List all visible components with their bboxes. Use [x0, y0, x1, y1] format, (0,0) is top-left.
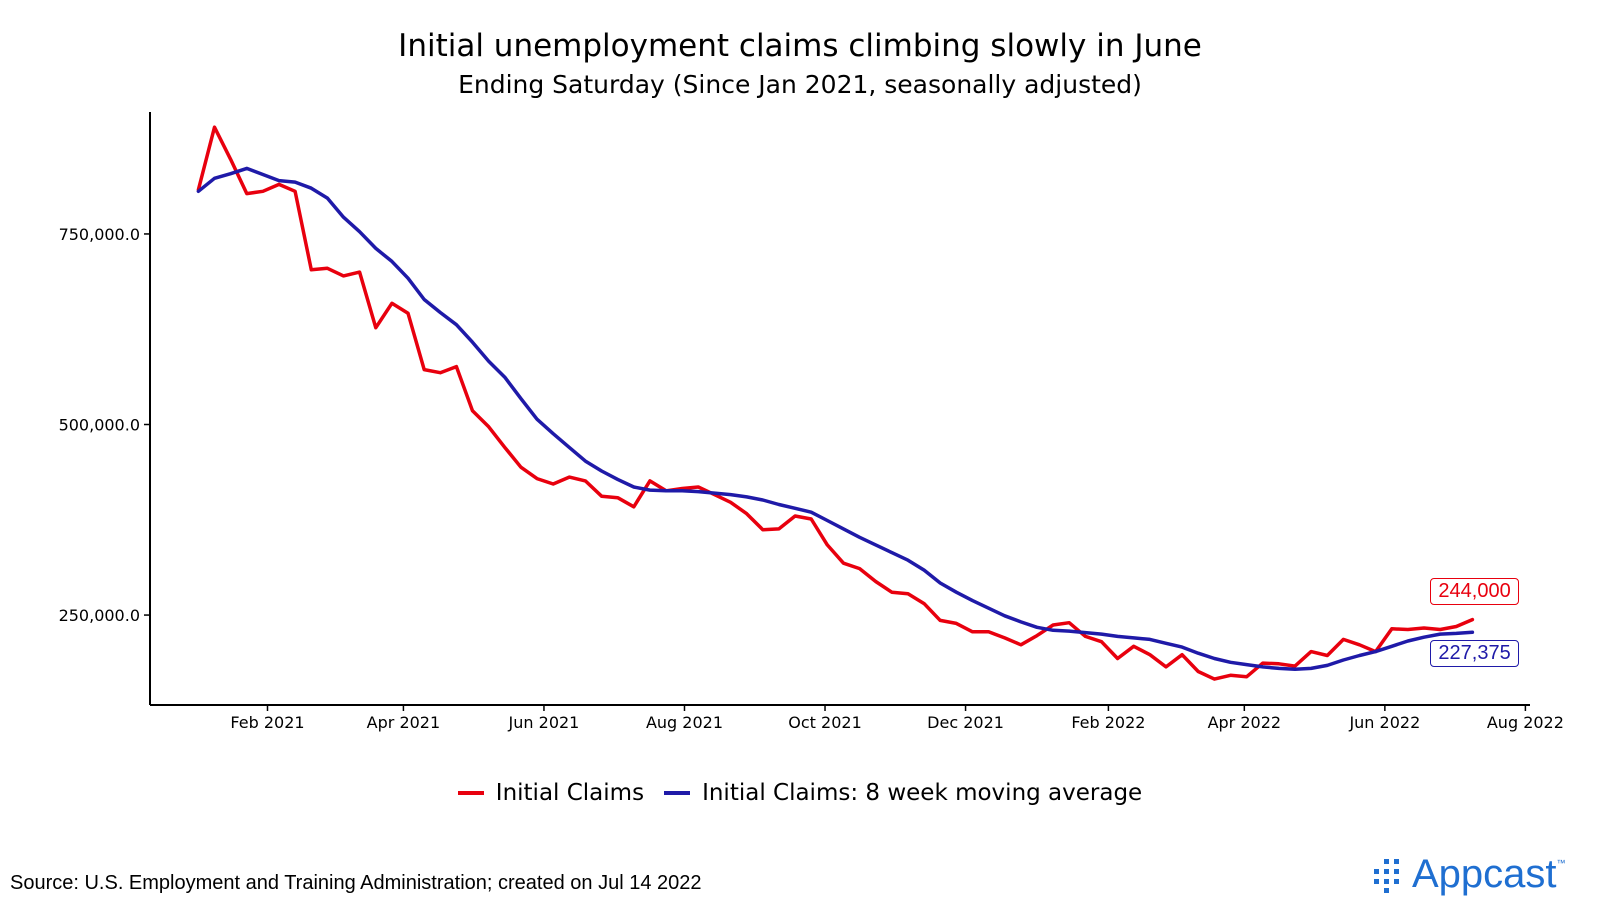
dot-grid-logo-icon: [1374, 858, 1399, 893]
chart-subtitle: Ending Saturday (Since Jan 2021, seasona…: [458, 70, 1142, 99]
x-tick-label: Jun 2022: [1348, 713, 1420, 732]
legend: Initial Claims Initial Claims: 8 week mo…: [0, 780, 1600, 806]
x-tick-label: Jun 2021: [508, 713, 580, 732]
series-lines: [196, 125, 1475, 681]
x-tick-label: Aug 2022: [1487, 713, 1564, 732]
brand-trademark: ™: [1556, 858, 1566, 868]
x-tick-label: Dec 2021: [927, 713, 1004, 732]
source-note: Source: U.S. Employment and Training Adm…: [10, 872, 702, 894]
axes: 250,000.0 500,000.0 750,000.0 Feb 2021 Apr 2…: [59, 112, 1564, 732]
end-label-moving-average: 227,375: [1430, 640, 1519, 668]
x-tick-label: Feb 2022: [1071, 713, 1145, 732]
legend-label-initial-claims: Initial Claims: [495, 780, 645, 806]
legend-swatch-moving-average: [664, 791, 691, 795]
legend-item-initial-claims: Initial Claims: [457, 780, 645, 806]
legend-swatch-initial-claims: [457, 791, 484, 795]
x-tick-label: Apr 2022: [1208, 713, 1281, 732]
series-line-moving-average: [196, 166, 1475, 671]
legend-label-moving-average: Initial Claims: 8 week moving average: [702, 780, 1143, 806]
legend-item-moving-average: Initial Claims: 8 week moving average: [664, 780, 1142, 806]
y-tick-label: 250,000.0: [59, 606, 140, 625]
series-line-initial-claims: [196, 125, 1475, 681]
end-label-initial-claims: 244,000: [1430, 577, 1519, 605]
brand-name: Appcast: [1412, 852, 1557, 896]
chart-title: Initial unemployment claims climbing slo…: [398, 28, 1202, 64]
x-tick-label: Feb 2021: [230, 713, 304, 732]
y-tick-label: 500,000.0: [59, 416, 140, 435]
x-tick-label: Oct 2021: [788, 713, 861, 732]
brand-logo: Appcast ™: [1372, 852, 1566, 897]
x-tick-label: Aug 2021: [646, 713, 723, 732]
y-tick-label: 750,000.0: [59, 225, 140, 244]
x-tick-label: Apr 2021: [367, 713, 440, 732]
